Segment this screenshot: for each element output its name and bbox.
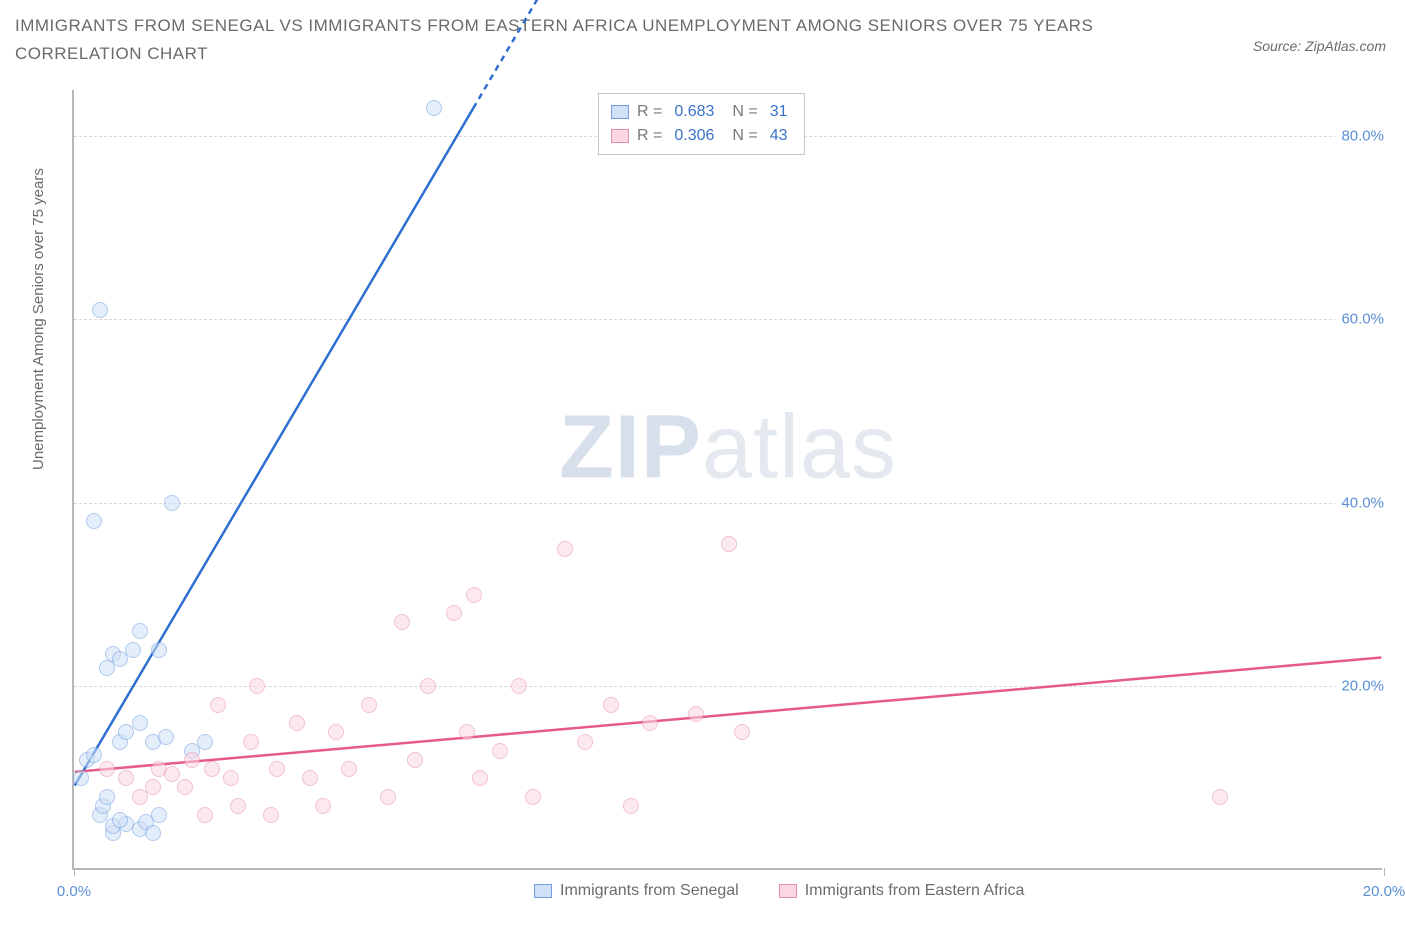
- data-point-eastern_africa: [466, 587, 482, 603]
- data-point-eastern_africa: [118, 770, 134, 786]
- series-legend-item: Immigrants from Senegal: [534, 882, 739, 900]
- data-point-eastern_africa: [1212, 789, 1228, 805]
- legend-r-value: 0.683: [670, 103, 718, 121]
- source-name: ZipAtlas.com: [1305, 38, 1386, 54]
- regression-line-senegal: [75, 108, 474, 785]
- data-point-eastern_africa: [420, 678, 436, 694]
- regression-line-eastern_africa: [75, 657, 1382, 771]
- data-point-eastern_africa: [164, 766, 180, 782]
- legend-swatch: [611, 105, 629, 119]
- data-point-senegal: [92, 302, 108, 318]
- legend-r-label: R =: [637, 103, 662, 121]
- x-tick-label: 0.0%: [57, 883, 91, 900]
- data-point-eastern_africa: [230, 798, 246, 814]
- legend-swatch: [534, 884, 552, 898]
- data-point-senegal: [151, 642, 167, 658]
- data-point-senegal: [164, 495, 180, 511]
- data-point-eastern_africa: [197, 807, 213, 823]
- regression-lines: [74, 90, 1382, 868]
- series-legend-label: Immigrants from Eastern Africa: [805, 882, 1025, 900]
- chart-title-line1: IMMIGRANTS FROM SENEGAL VS IMMIGRANTS FR…: [15, 12, 1115, 40]
- data-point-senegal: [426, 100, 442, 116]
- data-point-eastern_africa: [446, 605, 462, 621]
- data-point-eastern_africa: [492, 743, 508, 759]
- data-point-senegal: [86, 513, 102, 529]
- data-point-senegal: [86, 747, 102, 763]
- source-credit: Source: ZipAtlas.com: [1253, 38, 1386, 54]
- data-point-eastern_africa: [315, 798, 331, 814]
- data-point-eastern_africa: [243, 734, 259, 750]
- data-point-eastern_africa: [472, 770, 488, 786]
- data-point-senegal: [158, 729, 174, 745]
- data-point-eastern_africa: [603, 697, 619, 713]
- legend-n-value: 31: [766, 103, 792, 121]
- data-point-senegal: [151, 807, 167, 823]
- data-point-eastern_africa: [734, 724, 750, 740]
- data-point-eastern_africa: [263, 807, 279, 823]
- data-point-eastern_africa: [204, 761, 220, 777]
- data-point-eastern_africa: [459, 724, 475, 740]
- data-point-eastern_africa: [361, 697, 377, 713]
- data-point-eastern_africa: [184, 752, 200, 768]
- data-point-senegal: [132, 623, 148, 639]
- data-point-senegal: [99, 789, 115, 805]
- data-point-eastern_africa: [557, 541, 573, 557]
- data-point-eastern_africa: [99, 761, 115, 777]
- data-point-senegal: [197, 734, 213, 750]
- plot-area: ZIPatlas 20.0%40.0%60.0%80.0% R =0.683N …: [72, 90, 1382, 870]
- chart-title-block: IMMIGRANTS FROM SENEGAL VS IMMIGRANTS FR…: [15, 12, 1115, 68]
- data-point-eastern_africa: [525, 789, 541, 805]
- data-point-eastern_africa: [721, 536, 737, 552]
- legend-swatch: [611, 129, 629, 143]
- data-point-eastern_africa: [177, 779, 193, 795]
- data-point-eastern_africa: [394, 614, 410, 630]
- data-point-senegal: [132, 715, 148, 731]
- correlation-scatter-chart: ZIPatlas 20.0%40.0%60.0%80.0% R =0.683N …: [72, 90, 1382, 870]
- data-point-eastern_africa: [341, 761, 357, 777]
- legend-r-value: 0.306: [670, 127, 718, 145]
- data-point-eastern_africa: [223, 770, 239, 786]
- data-point-eastern_africa: [269, 761, 285, 777]
- x-tick-label: 20.0%: [1363, 883, 1406, 900]
- data-point-eastern_africa: [577, 734, 593, 750]
- data-point-eastern_africa: [145, 779, 161, 795]
- data-point-eastern_africa: [328, 724, 344, 740]
- data-point-eastern_africa: [623, 798, 639, 814]
- data-point-eastern_africa: [380, 789, 396, 805]
- x-tick: [1384, 868, 1385, 876]
- legend-stat-row: R = 0.306 N = 43: [611, 124, 792, 148]
- legend-stat-row: R = 0.683 N = 31: [611, 100, 792, 124]
- data-point-eastern_africa: [688, 706, 704, 722]
- legend-n-value: 43: [766, 127, 792, 145]
- y-axis-title: Unemployment Among Seniors over 75 years: [30, 168, 47, 470]
- data-point-eastern_africa: [407, 752, 423, 768]
- data-point-senegal: [145, 825, 161, 841]
- data-point-senegal: [125, 642, 141, 658]
- legend-r-label: R =: [637, 127, 662, 145]
- legend-stats-box: R = 0.683 N = 31 R = 0.306 N = 43: [598, 93, 805, 155]
- legend-swatch: [779, 884, 797, 898]
- data-point-eastern_africa: [642, 715, 658, 731]
- chart-title-line2: CORRELATION CHART: [15, 40, 1115, 68]
- data-point-senegal: [73, 770, 89, 786]
- legend-n-label: N =: [732, 127, 757, 145]
- series-legend-item: Immigrants from Eastern Africa: [779, 882, 1025, 900]
- data-point-eastern_africa: [302, 770, 318, 786]
- series-legend: Immigrants from Senegal Immigrants from E…: [534, 882, 1024, 900]
- data-point-senegal: [112, 812, 128, 828]
- data-point-eastern_africa: [210, 697, 226, 713]
- source-prefix: Source:: [1253, 38, 1305, 54]
- legend-n-label: N =: [732, 103, 757, 121]
- x-tick: [74, 868, 75, 876]
- series-legend-label: Immigrants from Senegal: [560, 882, 739, 900]
- data-point-eastern_africa: [511, 678, 527, 694]
- data-point-eastern_africa: [289, 715, 305, 731]
- data-point-eastern_africa: [249, 678, 265, 694]
